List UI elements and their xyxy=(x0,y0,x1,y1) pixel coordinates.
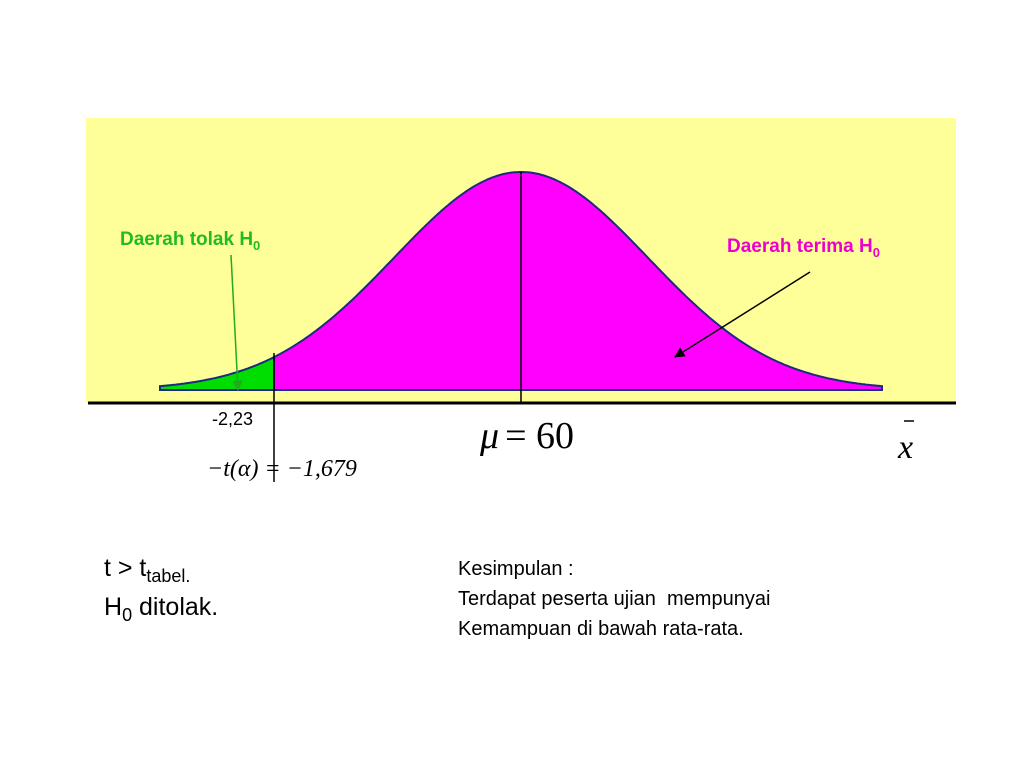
accept-region xyxy=(273,171,883,391)
reject-label: Daerah tolak H0 xyxy=(120,229,260,253)
test-statement: t > ttabel. xyxy=(104,554,190,586)
conclusion-line: Kemampuan di bawah rata-rata. xyxy=(458,618,744,640)
reject-arrow xyxy=(230,254,243,392)
mean-label: μ = 60 xyxy=(479,415,574,457)
t-alpha-label: −t(α) = −1,679 xyxy=(207,456,357,482)
decision-statement: H0 ditolak. xyxy=(104,593,218,625)
accept-arrow xyxy=(674,271,811,358)
reject-region xyxy=(159,355,275,391)
conclusion-line: Terdapat peserta ujian mempunyai xyxy=(458,588,770,610)
conclusion-line: Kesimpulan : xyxy=(458,558,574,580)
critical-value: -2,23 xyxy=(212,409,253,429)
accept-label: Daerah terima H0 xyxy=(727,236,880,260)
axis-label: x xyxy=(897,429,913,466)
